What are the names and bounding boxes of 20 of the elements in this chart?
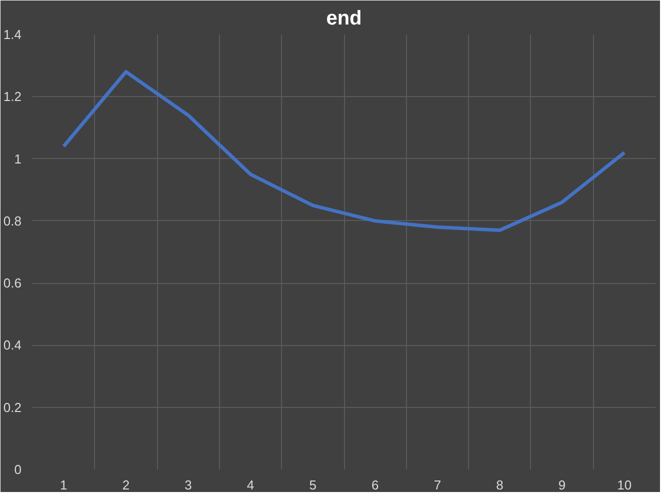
y-tick-label: 0.8	[3, 213, 22, 228]
y-tick-label: 0.2	[3, 400, 22, 415]
x-tick-label: 9	[558, 478, 566, 492]
chart-title: end	[326, 8, 362, 30]
line-series	[62, 70, 626, 232]
y-tick-label: 0	[14, 462, 22, 477]
y-tick-label: 1.4	[3, 27, 22, 42]
x-tick-label: 2	[122, 478, 130, 492]
x-tick-label: 4	[246, 478, 254, 492]
x-tick-label: 6	[372, 478, 379, 492]
x-tick-label: 1	[60, 478, 68, 492]
y-tick-label: 1.2	[3, 89, 22, 104]
x-tick-label: 10	[617, 478, 632, 492]
y-tick-label: 0.6	[3, 276, 22, 291]
x-tick-label: 3	[184, 478, 192, 492]
x-tick-label: 8	[496, 478, 504, 492]
x-tick-label: 5	[309, 478, 316, 492]
y-tick-label: 1	[14, 151, 22, 166]
y-tick-label: 0.4	[3, 338, 22, 353]
x-tick-label: 7	[434, 478, 442, 492]
